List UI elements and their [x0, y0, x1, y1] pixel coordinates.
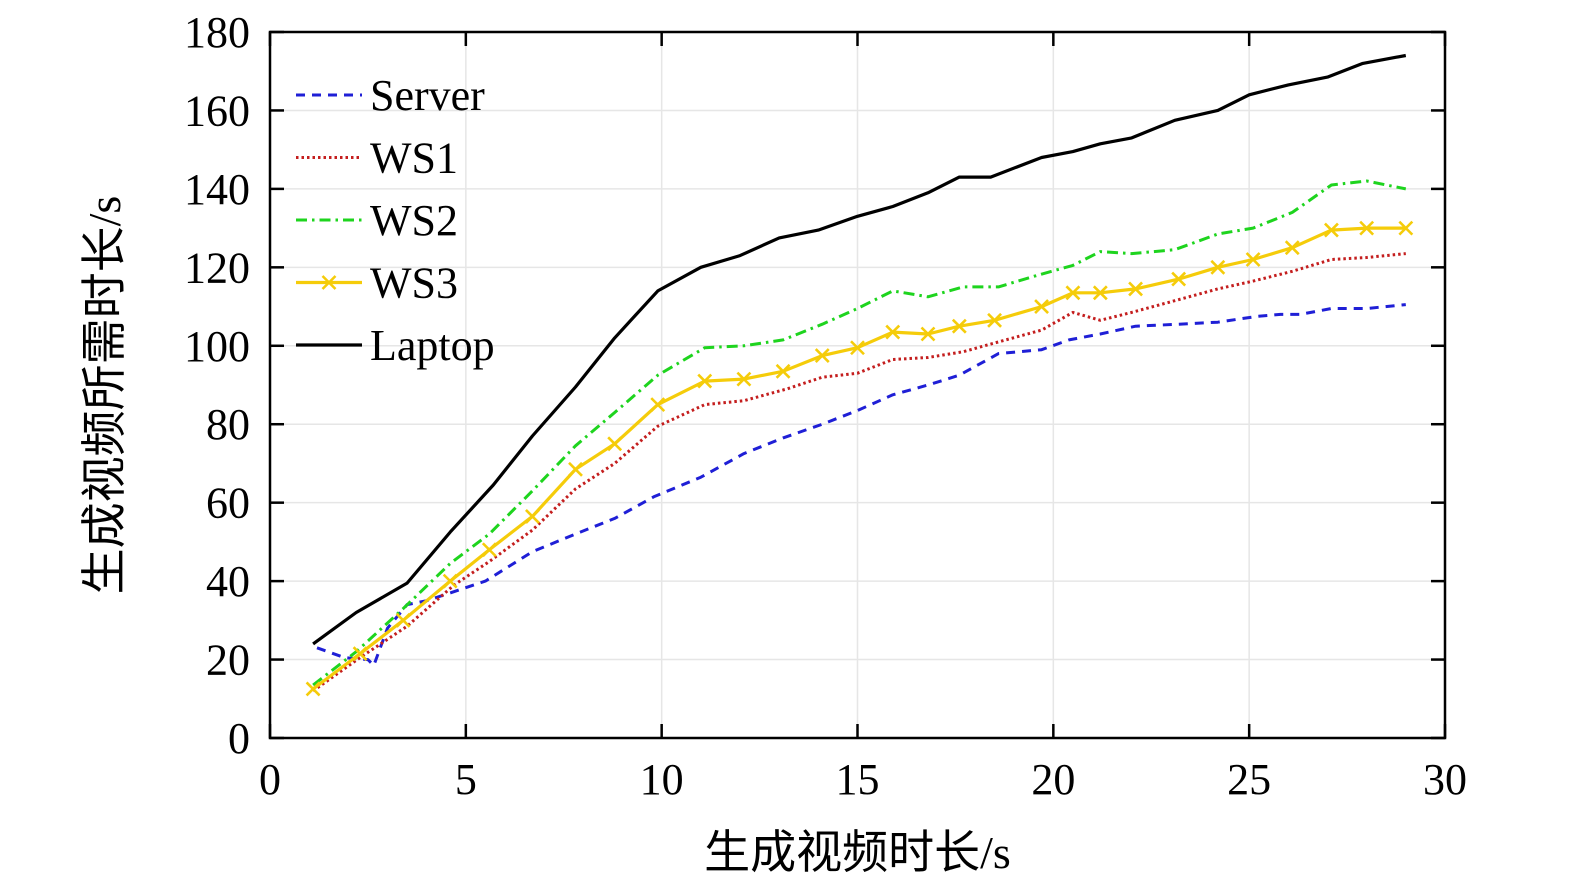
y-tick-label: 80: [206, 400, 250, 449]
x-tick-label: 20: [1031, 755, 1075, 804]
x-tick-label: 5: [455, 755, 477, 804]
series-group: [307, 55, 1413, 695]
legend-item-server: Server: [296, 71, 485, 120]
x-tick-label: 30: [1423, 755, 1467, 804]
y-tick-label: 20: [206, 636, 250, 685]
y-tick-label: 180: [184, 8, 250, 57]
series-line-ws1: [313, 254, 1406, 691]
y-tick-label: 140: [184, 165, 250, 214]
legend-label: WS1: [370, 134, 458, 183]
y-tick-label: 0: [228, 714, 250, 763]
y-tick-label: 120: [184, 243, 250, 292]
y-tick-label: 160: [184, 86, 250, 135]
ticks: 0 5 10 15 20 25 30 0 20 40 60 80 100 120 140 160 180: [184, 8, 1467, 804]
series-ws2: [313, 181, 1406, 685]
y-axis-title: 生成视频所需时长/s: [79, 196, 130, 595]
data-point-ws3: [483, 543, 496, 556]
data-point-ws3: [397, 614, 410, 627]
x-tick-label: 15: [836, 755, 880, 804]
legend: Server WS1 WS2 WS3 Laptop: [296, 71, 495, 370]
series-line-ws2: [313, 181, 1406, 685]
data-point-ws3: [526, 510, 539, 523]
data-point-ws3: [608, 437, 621, 450]
legend-label: WS2: [370, 196, 458, 245]
series-ws1: [313, 254, 1406, 692]
x-tick-label: 25: [1227, 755, 1271, 804]
legend-item-laptop: Laptop: [296, 321, 495, 370]
x-axis-title: 生成视频时长/s: [704, 827, 1011, 878]
x-tick-label: 0: [259, 755, 281, 804]
legend-item-ws1: WS1: [296, 134, 458, 183]
legend-item-ws2: WS2: [296, 196, 458, 245]
legend-item-ws3: WS3: [296, 259, 458, 308]
y-tick-label: 40: [206, 557, 250, 606]
legend-label: Server: [370, 71, 485, 120]
y-tick-label: 100: [184, 322, 250, 371]
x-tick-label: 10: [640, 755, 684, 804]
y-tick-label: 60: [206, 479, 250, 528]
legend-label: WS3: [370, 259, 458, 308]
data-point-ws3: [569, 463, 582, 476]
series-line-ws3: [313, 228, 1406, 689]
series-ws3: [307, 222, 1413, 696]
legend-label: Laptop: [370, 321, 495, 370]
